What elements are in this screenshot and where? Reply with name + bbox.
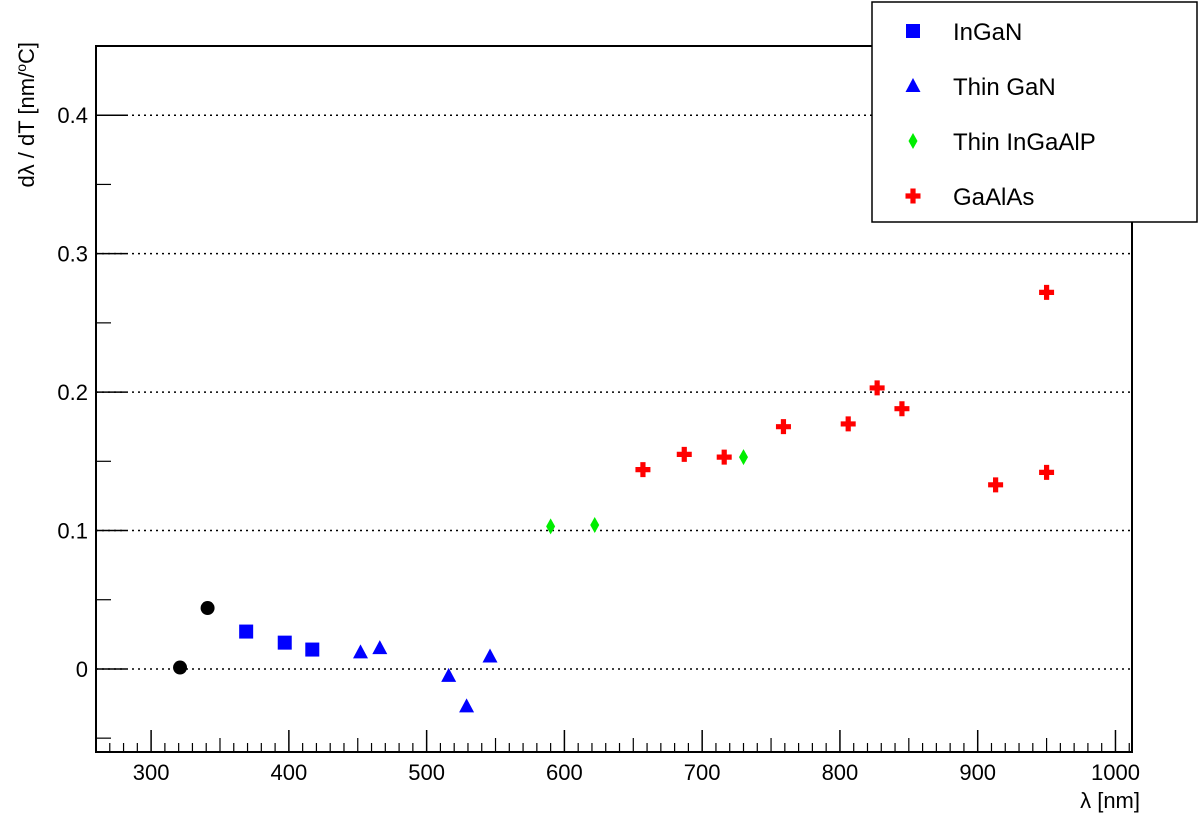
gaalas-point	[775, 419, 791, 435]
axis-tick-labels: 0 0.1 0.2 0.3 0.4 300 400 500 600 700 800 900 1000	[57, 103, 1140, 785]
x-tick-label: 300	[133, 760, 170, 785]
gaalas-point	[716, 449, 732, 465]
plot-frame	[95, 45, 1133, 753]
legend: InGaN Thin GaN Thin InGaAlP GaAlAs	[871, 1, 1198, 223]
gaalas-point	[1039, 284, 1055, 300]
gaalas-point	[1039, 464, 1055, 480]
x-tick-label: 800	[822, 760, 859, 785]
legend-marker	[906, 24, 920, 38]
grid-lines	[96, 114, 1132, 670]
data-points	[173, 284, 1055, 713]
gaalas-point	[894, 401, 910, 417]
x-tick-label: 1000	[1091, 760, 1140, 785]
thin-gan-point	[353, 644, 369, 659]
x-tick-label: 500	[408, 760, 445, 785]
y-tick-label: 0.4	[57, 103, 88, 128]
gaalas-point	[988, 477, 1004, 493]
y-axis-label-tail: C]	[14, 42, 39, 64]
y-axis-label-sup: o	[13, 64, 29, 72]
x-tick-label: 600	[546, 760, 583, 785]
thin-gan-point	[441, 667, 457, 682]
y-tick-label: 0	[76, 657, 88, 682]
thin-gan-point	[482, 648, 498, 663]
unlabeled-point	[173, 660, 188, 675]
gaalas-point	[676, 446, 692, 462]
gaalas-point	[869, 380, 885, 396]
gaalas-point	[635, 462, 651, 478]
x-axis-label: λ [nm]	[1080, 788, 1140, 813]
x-tick-label: 700	[684, 760, 721, 785]
ingan-point	[277, 635, 292, 650]
legend-label: Thin InGaAlP	[953, 129, 1096, 156]
thin-ingaalp-point	[546, 518, 556, 535]
y-tick-label: 0.3	[57, 242, 88, 267]
legend-label: InGaN	[953, 19, 1022, 46]
thin-ingaalp-point	[590, 516, 600, 533]
thin-ingaalp-point	[739, 449, 748, 466]
y-tick-label: 0.1	[57, 519, 88, 544]
ingan-point	[305, 642, 320, 657]
unlabeled-point	[200, 601, 215, 616]
axis-ticks	[96, 45, 1130, 752]
ingan-point	[239, 624, 254, 639]
y-axis-label: dλ / dT [nm/oC]	[13, 42, 39, 188]
legend-marker	[905, 78, 921, 92]
y-axis-label-main: dλ / dT [nm/	[14, 71, 39, 188]
legend-label: GaAlAs	[953, 184, 1034, 211]
legend-marker	[908, 133, 918, 149]
legend-marker	[905, 188, 921, 204]
gaalas-point	[840, 416, 856, 432]
thin-gan-point	[372, 640, 388, 655]
x-tick-label: 400	[271, 760, 308, 785]
legend-label: Thin GaN	[953, 74, 1056, 101]
x-tick-label: 900	[959, 760, 996, 785]
thin-gan-point	[459, 698, 475, 713]
legend-box	[871, 1, 1198, 223]
y-tick-label: 0.2	[57, 380, 88, 405]
